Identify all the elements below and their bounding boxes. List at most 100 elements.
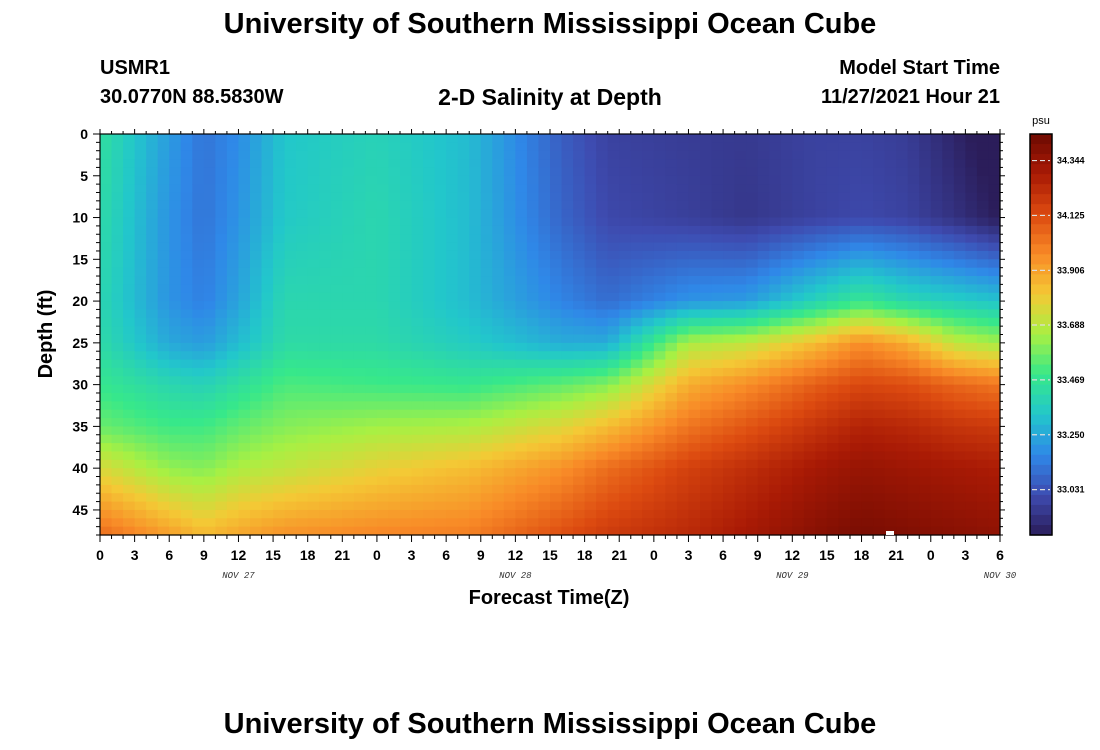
heatmap-cell: [561, 250, 574, 260]
heatmap-cell: [826, 150, 840, 160]
heatmap-cell: [896, 276, 909, 285]
heatmap-cell: [907, 276, 920, 285]
heatmap-cell: [434, 418, 447, 427]
heatmap-cell: [192, 434, 205, 444]
heatmap-cell: [769, 159, 782, 169]
heatmap-cell: [273, 192, 286, 202]
heatmap-cell: [261, 200, 274, 210]
heatmap-cell: [861, 159, 874, 169]
heatmap-cell: [538, 443, 551, 453]
heatmap-cell: [815, 493, 828, 503]
heatmap-cell: [757, 367, 770, 377]
heatmap-cell: [907, 409, 920, 419]
heatmap-cell: [838, 217, 851, 227]
heatmap-cell: [642, 501, 655, 511]
heatmap-cell: [861, 434, 874, 444]
heatmap-cell: [769, 292, 782, 302]
heatmap-cell: [111, 292, 124, 302]
heatmap-cell: [169, 401, 182, 411]
heatmap-cell: [100, 276, 113, 285]
heatmap-cell: [203, 234, 216, 244]
heatmap-cell: [111, 401, 124, 411]
heatmap-cell: [838, 209, 851, 219]
heatmap-cell: [561, 509, 574, 519]
heatmap-cell: [400, 234, 413, 244]
heatmap-cell: [365, 184, 378, 194]
heatmap-cell: [711, 476, 724, 486]
heatmap-cell: [284, 409, 297, 419]
heatmap-cell: [238, 326, 251, 336]
heatmap-cell: [526, 367, 540, 377]
heatmap-cell: [284, 142, 297, 152]
heatmap-cell: [526, 484, 540, 494]
heatmap-cell: [769, 267, 782, 277]
heatmap-cell: [561, 443, 574, 453]
heatmap-cell: [169, 192, 182, 202]
heatmap-cell: [296, 142, 309, 152]
heatmap-cell: [296, 443, 309, 453]
heatmap-cell: [919, 426, 932, 436]
colorbar-unit: psu: [1032, 115, 1050, 127]
heatmap-cell: [134, 526, 147, 536]
heatmap-cell: [596, 418, 609, 427]
heatmap-cell: [411, 409, 424, 419]
heatmap-cell: [376, 142, 390, 152]
heatmap-cell: [723, 142, 736, 152]
heatmap-cell: [457, 267, 470, 277]
heatmap-cell: [988, 167, 1001, 177]
heatmap-cell: [146, 426, 159, 436]
heatmap-cell: [388, 142, 401, 152]
heatmap-cell: [653, 184, 666, 194]
heatmap-cell: [192, 225, 205, 235]
heatmap-cell: [388, 509, 401, 519]
heatmap-cell: [423, 134, 436, 143]
heatmap-cell: [100, 418, 113, 427]
heatmap-cell: [192, 175, 205, 185]
heatmap-cell: [503, 267, 516, 277]
heatmap-cell: [780, 509, 793, 519]
heatmap-cell: [342, 250, 355, 260]
heatmap-cell: [111, 276, 124, 285]
heatmap-cell: [515, 209, 528, 219]
heatmap-cell: [215, 200, 228, 210]
heatmap-cell: [665, 518, 678, 528]
colorbar-segment: [1030, 244, 1052, 255]
heatmap-cell: [330, 526, 343, 536]
heatmap-cell: [757, 200, 770, 210]
heatmap-cell: [561, 225, 574, 235]
heatmap-cell: [365, 509, 378, 519]
heatmap-cell: [746, 209, 759, 219]
heatmap-cell: [457, 376, 470, 386]
heatmap-cell: [180, 476, 193, 486]
heatmap-cell: [446, 526, 459, 536]
heatmap-cell: [919, 418, 932, 427]
heatmap-cell: [538, 292, 551, 302]
heatmap-cell: [284, 159, 297, 169]
heatmap-cell: [238, 234, 251, 244]
heatmap-cell: [711, 451, 724, 461]
heatmap-cell: [192, 468, 205, 478]
heatmap-cell: [376, 242, 390, 252]
heatmap-cell: [376, 418, 390, 427]
heatmap-cell: [353, 326, 366, 336]
heatmap-cell: [434, 367, 447, 377]
heatmap-cell: [780, 359, 793, 369]
heatmap-cell: [723, 192, 736, 202]
heatmap-cell: [261, 451, 274, 461]
heatmap-cell: [746, 284, 759, 294]
heatmap-cell: [988, 200, 1001, 210]
heatmap-cell: [296, 426, 309, 436]
heatmap-cell: [353, 493, 366, 503]
colorbar-segment: [1030, 164, 1052, 175]
colorbar-segment: [1030, 454, 1052, 466]
heatmap-cell: [757, 526, 770, 536]
heatmap-cell: [988, 401, 1001, 411]
heatmap-cell: [538, 200, 551, 210]
heatmap-cell: [319, 409, 332, 419]
heatmap-cell: [134, 342, 147, 352]
heatmap-cell: [388, 150, 401, 160]
heatmap-cell: [653, 459, 666, 469]
heatmap-cell: [134, 142, 147, 152]
heatmap-cell: [653, 209, 666, 219]
heatmap-cell: [596, 501, 609, 511]
